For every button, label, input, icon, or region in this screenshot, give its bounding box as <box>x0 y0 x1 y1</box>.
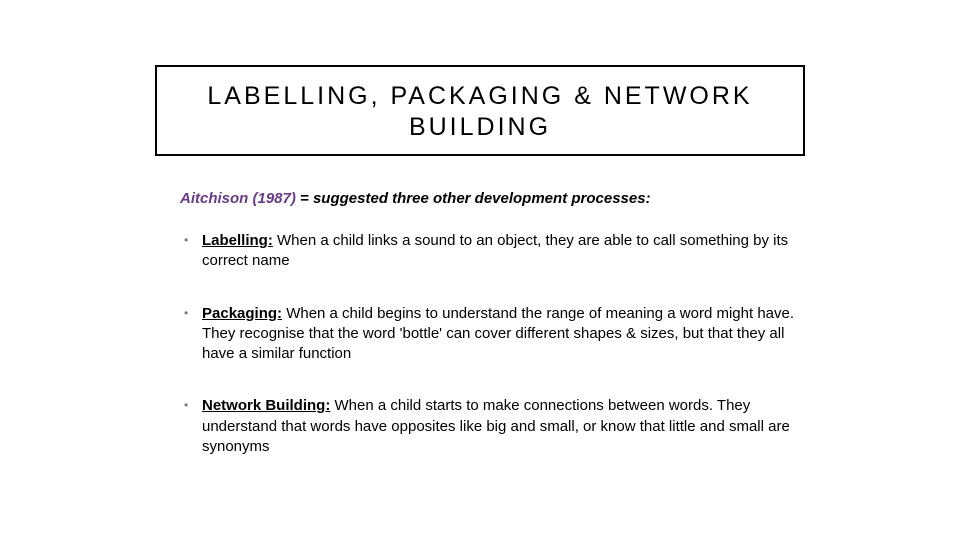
title-box: LABELLING, PACKAGING & NETWORK BUILDING <box>155 65 805 156</box>
slide-body: Aitchison (1987) = suggested three other… <box>180 190 810 489</box>
bullet-term: Network Building: <box>202 397 330 414</box>
list-item: Network Building: When a child starts to… <box>180 396 810 457</box>
bullet-text: When a child links a sound to an object,… <box>202 232 788 269</box>
intro-rest: = suggested three other development proc… <box>296 190 651 207</box>
slide: LABELLING, PACKAGING & NETWORK BUILDING … <box>0 0 960 540</box>
bullet-term: Labelling: <box>202 232 273 249</box>
bullet-text: When a child begins to understand the ra… <box>202 305 794 363</box>
list-item: Labelling: When a child links a sound to… <box>180 231 810 272</box>
bullet-list: Labelling: When a child links a sound to… <box>180 231 810 457</box>
slide-title: LABELLING, PACKAGING & NETWORK BUILDING <box>167 81 793 144</box>
intro-author: Aitchison (1987) <box>180 190 296 207</box>
intro-line: Aitchison (1987) = suggested three other… <box>180 190 810 207</box>
list-item: Packaging: When a child begins to unders… <box>180 304 810 365</box>
bullet-term: Packaging: <box>202 305 282 322</box>
